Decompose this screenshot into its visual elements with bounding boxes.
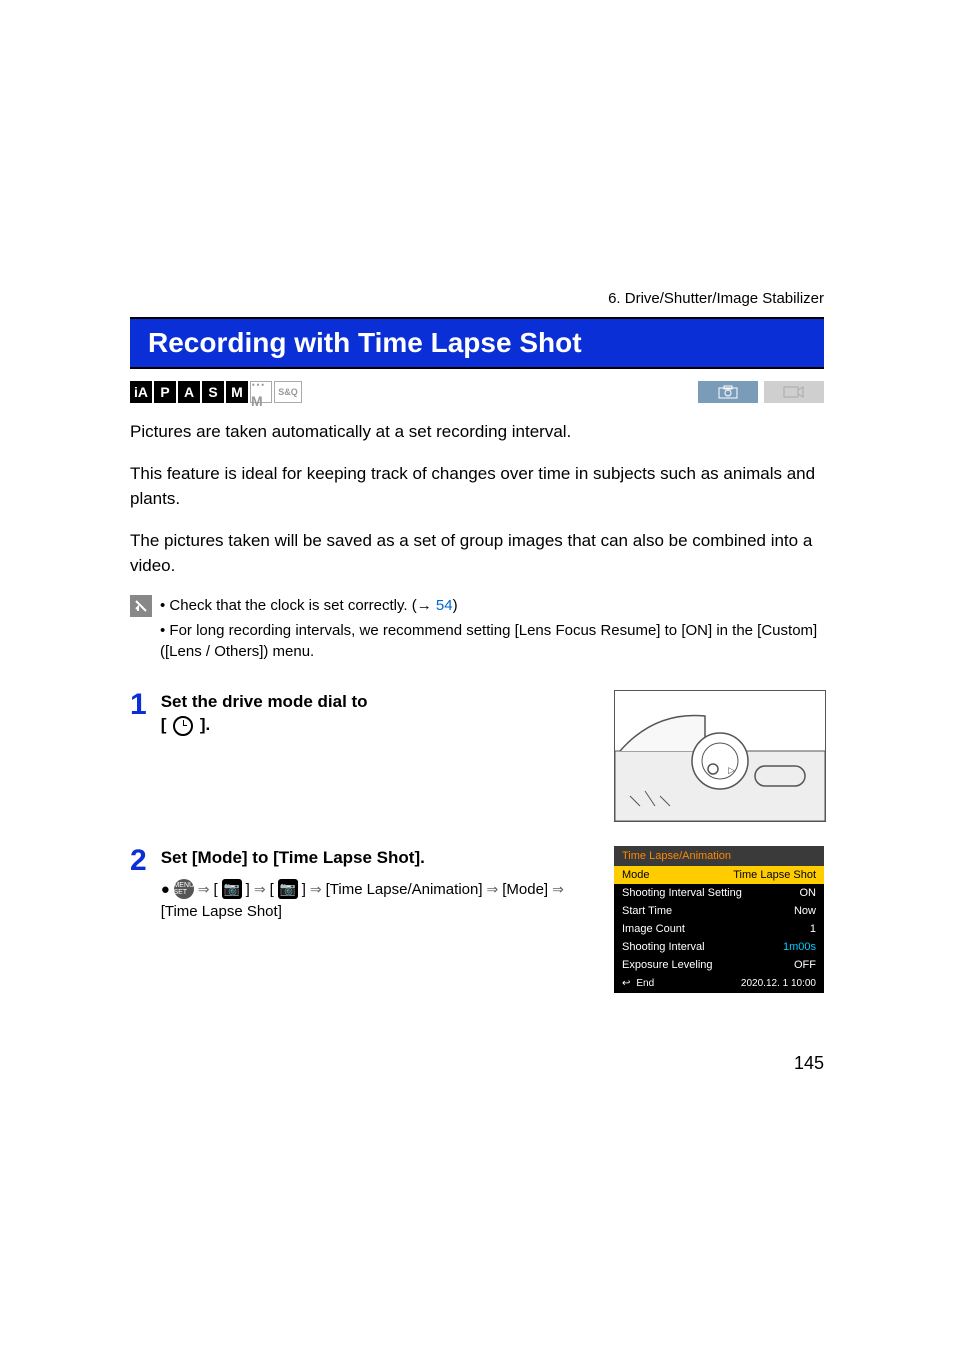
mode-video-icon: ⋯M xyxy=(250,381,272,403)
mode-P-icon: P xyxy=(154,381,176,403)
mode-iA-icon: iA xyxy=(130,381,152,403)
note-list: • Check that the clock is set correctly.… xyxy=(160,595,824,666)
arrow-icon: ⇒ xyxy=(254,881,266,898)
svg-text:▷: ▷ xyxy=(728,765,735,775)
menu-timestamp: 2020.12. 1 10:00 xyxy=(741,978,816,989)
note-1: • Check that the clock is set correctly.… xyxy=(160,595,824,616)
breadcrumb: 6. Drive/Shutter/Image Stabilizer xyxy=(130,290,824,307)
step-2-illustration: Time Lapse/Animation Mode Time Lapse Sho… xyxy=(614,846,824,993)
step-1-number: 1 xyxy=(130,690,147,822)
step-1-heading: Set the drive mode dial to [ ]. xyxy=(161,690,368,822)
menu-row-image-count: Image Count 1 xyxy=(614,920,824,938)
back-icon: ↩ xyxy=(622,978,630,989)
step-2-number: 2 xyxy=(130,846,147,993)
video-rec-icon xyxy=(764,381,824,403)
arrow-icon: → xyxy=(417,597,432,614)
intro-paragraph-3: The pictures taken will be saved as a se… xyxy=(130,528,824,579)
intro-paragraph-2: This feature is ideal for keeping track … xyxy=(130,461,824,512)
page-number: 145 xyxy=(130,1053,824,1074)
menu-footer: ↩ End 2020.12. 1 10:00 xyxy=(614,974,824,993)
step-2-menu-path: ● MENUSET ⇒ [ 📷 ] ⇒ [ 📷 ] ⇒ [Time Lapse/… xyxy=(161,879,594,920)
note-1-post: ) xyxy=(453,597,458,614)
mode-A-icon: A xyxy=(178,381,200,403)
note-2: • For long recording intervals, we recom… xyxy=(160,620,824,662)
shooting-mode-icons: iA P A S M ⋯M S&Q xyxy=(130,381,302,403)
step-1-left: 1 Set the drive mode dial to [ ]. xyxy=(130,690,594,822)
arrow-icon: ⇒ xyxy=(198,881,210,898)
menu-set-icon: MENUSET xyxy=(174,879,194,899)
menu-screenshot: Time Lapse/Animation Mode Time Lapse Sho… xyxy=(614,846,824,993)
menu-row-start-time: Start Time Now xyxy=(614,902,824,920)
page-title: Recording with Time Lapse Shot xyxy=(130,317,824,369)
step-1: 1 Set the drive mode dial to [ ]. ▷ xyxy=(130,690,824,822)
note-1-pre: Check that the clock is set correctly. ( xyxy=(169,597,416,614)
camera-settings-icon: 📷 xyxy=(278,879,298,899)
menu-row-interval-setting: Shooting Interval Setting ON xyxy=(614,884,824,902)
menu-row-mode: Mode Time Lapse Shot xyxy=(614,866,824,884)
intro-paragraph-1: Pictures are taken automatically at a se… xyxy=(130,419,824,445)
photo-rec-icon xyxy=(698,381,758,403)
step-2: 2 Set [Mode] to [Time Lapse Shot]. ● MEN… xyxy=(130,846,824,993)
rec-type-icons xyxy=(698,381,824,403)
menu-row-exposure-leveling: Exposure Leveling OFF xyxy=(614,956,824,974)
mode-S-icon: S xyxy=(202,381,224,403)
step-2-left: 2 Set [Mode] to [Time Lapse Shot]. ● MEN… xyxy=(130,846,594,993)
camera-dial-illustration: ▷ xyxy=(614,690,826,822)
timelapse-clock-icon xyxy=(173,716,193,736)
arrow-icon: ⇒ xyxy=(310,881,322,898)
arrow-icon: ⇒ xyxy=(487,881,499,898)
note-block: • Check that the clock is set correctly.… xyxy=(130,595,824,666)
arrow-icon: ⇒ xyxy=(552,881,564,898)
mode-sq-icon: S&Q xyxy=(274,381,302,403)
menu-row-shooting-interval: Shooting Interval 1m00s xyxy=(614,938,824,956)
step-2-heading: Set [Mode] to [Time Lapse Shot]. xyxy=(161,846,594,870)
mode-row: iA P A S M ⋯M S&Q xyxy=(130,381,824,403)
menu-screen-title: Time Lapse/Animation xyxy=(614,846,824,866)
bullet-icon: ● xyxy=(161,881,170,898)
check-note-icon xyxy=(130,595,152,617)
step-1-illustration: ▷ xyxy=(614,690,824,822)
page-ref-link[interactable]: 54 xyxy=(436,597,453,614)
mode-M-icon: M xyxy=(226,381,248,403)
camera-icon: 📷 xyxy=(222,879,242,899)
manual-page: 6. Drive/Shutter/Image Stabilizer Record… xyxy=(0,0,954,1074)
